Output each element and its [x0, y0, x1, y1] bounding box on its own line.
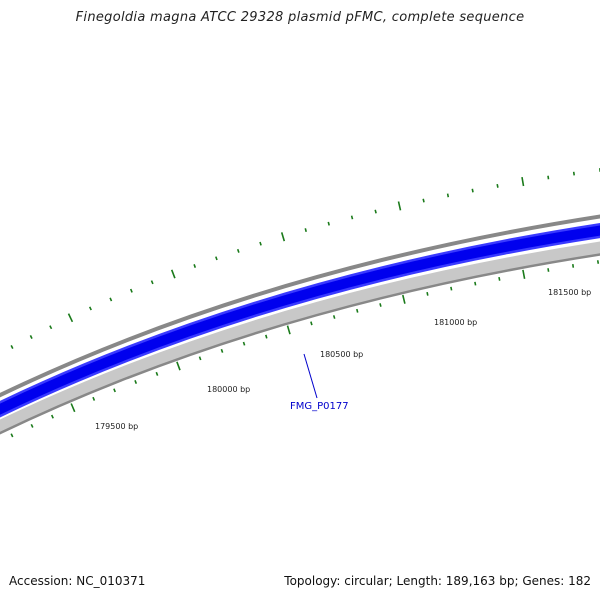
reverse-strand-track	[0, 241, 600, 433]
map-title: Finegoldia magna ATCC 29328 plasmid pFMC…	[75, 10, 525, 25]
position-labels: 179500 bp 180000 bp 180500 bp 181000 bp …	[95, 288, 591, 431]
tick-mark	[397, 201, 402, 211]
tick-mark	[134, 380, 138, 384]
tick-mark	[67, 313, 74, 323]
tick-mark	[286, 325, 291, 335]
tick-mark	[332, 315, 336, 319]
gene-label[interactable]: FMG_P0177	[290, 401, 349, 412]
tick-mark	[471, 188, 474, 193]
tick-mark	[150, 280, 154, 285]
tick-mark	[265, 334, 268, 339]
strand-tracks	[0, 214, 600, 435]
gene-label-leader-line	[303, 353, 318, 399]
position-label: 181500 bp	[548, 288, 591, 297]
tick-mark	[596, 260, 600, 264]
tick-mark	[259, 241, 262, 246]
tick-mark	[88, 306, 92, 311]
tick-mark	[496, 183, 499, 188]
tick-mark	[474, 281, 477, 286]
tick-mark	[109, 297, 113, 302]
tick-mark	[49, 325, 53, 330]
tick-mark	[92, 396, 96, 401]
reverse-backbone-track	[0, 253, 600, 435]
tick-mark	[29, 335, 33, 339]
tick-mark	[379, 303, 382, 307]
accession-text: Accession: NC_010371	[9, 574, 146, 588]
tick-mark	[129, 288, 133, 293]
position-label: 180000 bp	[207, 385, 250, 394]
tick-mark	[236, 248, 240, 253]
tick-mark	[176, 361, 181, 371]
tick-mark	[170, 269, 176, 279]
tick-mark	[522, 269, 526, 279]
position-label: 180500 bp	[320, 350, 363, 359]
tick-mark	[70, 403, 76, 413]
cds-feature-band[interactable]	[0, 225, 600, 415]
tick-mark	[193, 264, 197, 268]
position-label: 181000 bp	[434, 318, 477, 327]
gene-annotation[interactable]: FMG_P0177	[290, 353, 349, 412]
inner-tick-ring	[10, 260, 600, 438]
tick-mark	[155, 371, 159, 376]
tick-mark	[374, 209, 377, 214]
tick-mark	[450, 286, 453, 291]
tick-mark	[426, 291, 429, 296]
tick-mark	[304, 228, 307, 232]
forward-backbone-track	[0, 214, 600, 398]
tick-mark	[310, 321, 313, 326]
tick-mark	[113, 388, 116, 393]
tick-mark	[280, 232, 286, 242]
outer-tick-ring	[10, 168, 600, 349]
tick-mark	[242, 341, 246, 346]
tick-mark	[498, 276, 501, 281]
tick-mark	[521, 176, 525, 187]
tick-mark	[572, 263, 575, 268]
tick-mark	[220, 348, 224, 353]
tick-mark	[446, 193, 450, 198]
sequence-summary: Topology: circular; Length: 189,163 bp; …	[284, 574, 591, 588]
tick-mark	[547, 175, 550, 180]
tick-mark	[572, 171, 575, 176]
tick-mark	[356, 308, 359, 313]
tick-mark	[10, 433, 14, 438]
tick-mark	[327, 221, 330, 226]
tick-mark	[215, 256, 218, 261]
tick-mark	[422, 198, 425, 203]
tick-mark	[30, 423, 34, 428]
tick-mark	[198, 356, 202, 361]
tick-mark	[350, 215, 354, 220]
tick-mark	[547, 268, 550, 272]
tick-mark	[50, 414, 54, 419]
tick-mark	[402, 294, 406, 304]
tick-mark	[10, 345, 14, 349]
position-label: 179500 bp	[95, 422, 138, 431]
